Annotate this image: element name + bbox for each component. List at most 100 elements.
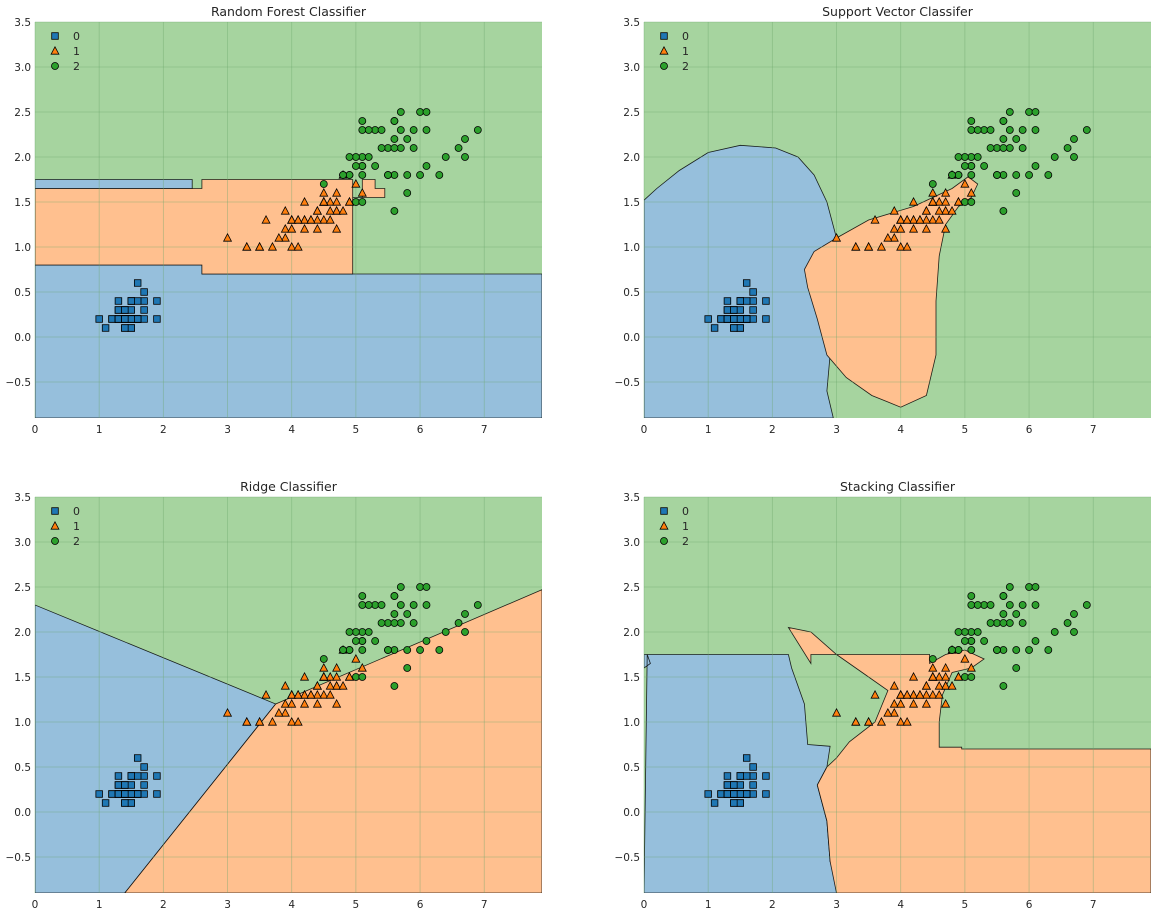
- data-point-class-1: [889, 707, 899, 717]
- data-point-class-1: [312, 689, 322, 699]
- data-point-class-1: [941, 662, 951, 672]
- data-point-class-2: [345, 153, 354, 161]
- data-point-class-0: [114, 297, 123, 305]
- data-point-class-1: [274, 707, 284, 717]
- data-point-class-1: [319, 187, 329, 197]
- data-point-class-1: [966, 662, 976, 672]
- data-point-class-1: [960, 653, 970, 663]
- data-point-class-2: [980, 637, 989, 645]
- data-point-class-2: [377, 126, 386, 134]
- data-point-class-0: [127, 297, 135, 305]
- y-tick-label: 3.5: [623, 17, 640, 29]
- data-point-class-2: [377, 619, 386, 627]
- data-point-class-1: [312, 680, 322, 690]
- data-point-class-2: [1063, 144, 1072, 152]
- data-point-class-2: [928, 180, 937, 188]
- x-tick-label: 5: [353, 899, 360, 911]
- data-point-class-2: [1018, 144, 1027, 152]
- data-point-class-1: [921, 698, 931, 708]
- legend: 0 1 2: [659, 505, 689, 548]
- data-point-class-2: [980, 162, 989, 170]
- data-point-class-0: [133, 297, 142, 305]
- data-point-class-2: [390, 619, 399, 627]
- data-point-class-2: [351, 673, 360, 681]
- data-point-class-2: [364, 126, 373, 134]
- legend-marker-1: [50, 45, 60, 55]
- data-point-class-2: [390, 171, 399, 179]
- data-point-class-1: [242, 241, 252, 251]
- data-point-class-0: [762, 790, 770, 798]
- data-point-class-2: [999, 171, 1008, 179]
- legend-marker-0: [660, 32, 668, 40]
- data-point-class-2: [1005, 601, 1014, 609]
- data-point-class-2: [461, 153, 469, 161]
- y-tick-label: 2.0: [14, 627, 31, 639]
- data-point-class-2: [980, 126, 989, 134]
- data-point-class-1: [287, 223, 297, 233]
- data-point-class-1: [293, 214, 303, 224]
- data-point-class-2: [1044, 646, 1053, 654]
- data-point-class-0: [121, 306, 129, 314]
- data-point-class-0: [736, 315, 744, 323]
- data-point-class-2: [1018, 601, 1027, 609]
- data-point-class-2: [928, 655, 937, 663]
- data-point-class-2: [973, 601, 982, 609]
- data-point-class-1: [351, 178, 361, 188]
- data-point-class-2: [967, 646, 976, 654]
- panel-3: 0 1 2 3 4 5 6 7 −0.5 0.0 0.5 1.0 1.5 2.0 2.5 3.0 3.5 Ridg…: [6, 479, 542, 911]
- y-tick-label: 3.0: [623, 537, 640, 549]
- data-point-class-2: [967, 628, 976, 636]
- data-point-class-1: [896, 716, 906, 726]
- y-tick-label: 2.0: [623, 627, 640, 639]
- data-point-class-1: [319, 196, 329, 206]
- data-point-class-2: [1031, 108, 1040, 116]
- data-point-class-1: [299, 196, 310, 206]
- data-point-class-2: [461, 628, 469, 636]
- data-point-class-1: [864, 716, 874, 726]
- data-point-class-2: [422, 126, 431, 134]
- data-point-class-2: [967, 592, 976, 600]
- y-tick-label: 3.5: [623, 492, 640, 504]
- y-tick-label: −0.5: [615, 852, 641, 864]
- data-point-class-2: [1025, 108, 1033, 116]
- data-point-class-2: [1031, 601, 1040, 609]
- data-point-class-0: [101, 324, 110, 332]
- data-point-class-1: [889, 223, 899, 233]
- data-point-class-1: [319, 689, 329, 699]
- x-tick-label: 6: [1026, 899, 1033, 911]
- y-tick-label: 1.0: [14, 242, 31, 254]
- data-point-class-1: [928, 662, 938, 672]
- data-point-class-1: [864, 241, 874, 251]
- legend-label: 2: [73, 535, 80, 548]
- data-point-class-2: [967, 198, 976, 206]
- legend-label: 0: [73, 505, 80, 518]
- data-point-class-2: [967, 637, 976, 645]
- data-point-class-2: [390, 135, 399, 143]
- data-point-class-2: [999, 135, 1008, 143]
- x-tick-label: 4: [897, 899, 904, 911]
- x-tick-label: 6: [417, 899, 424, 911]
- data-point-class-2: [1063, 619, 1072, 627]
- data-point-class-2: [960, 162, 969, 170]
- panel-4: 0 1 2 3 4 5 6 7 −0.5 0.0 0.5 1.0 1.5 2.0 2.5 3.0 3.5 Stac…: [615, 479, 1151, 911]
- data-point-class-0: [749, 781, 757, 789]
- data-point-class-0: [730, 790, 738, 798]
- data-point-class-1: [293, 241, 303, 251]
- data-point-class-1: [287, 716, 297, 726]
- data-point-class-0: [749, 763, 757, 771]
- data-point-class-1: [255, 241, 265, 251]
- data-point-class-2: [1070, 610, 1078, 618]
- data-point-class-1: [351, 653, 361, 663]
- legend-marker-1: [659, 45, 669, 55]
- x-tick-label: 3: [224, 899, 231, 911]
- data-point-class-2: [416, 646, 424, 654]
- data-point-class-1: [280, 232, 290, 242]
- data-point-class-2: [435, 646, 444, 654]
- data-point-class-1: [934, 205, 944, 215]
- data-point-class-1: [242, 716, 252, 726]
- data-point-class-2: [435, 171, 444, 179]
- data-point-class-2: [1018, 619, 1027, 627]
- data-point-class-2: [358, 162, 367, 170]
- data-point-class-1: [908, 196, 919, 206]
- data-point-class-0: [742, 315, 751, 323]
